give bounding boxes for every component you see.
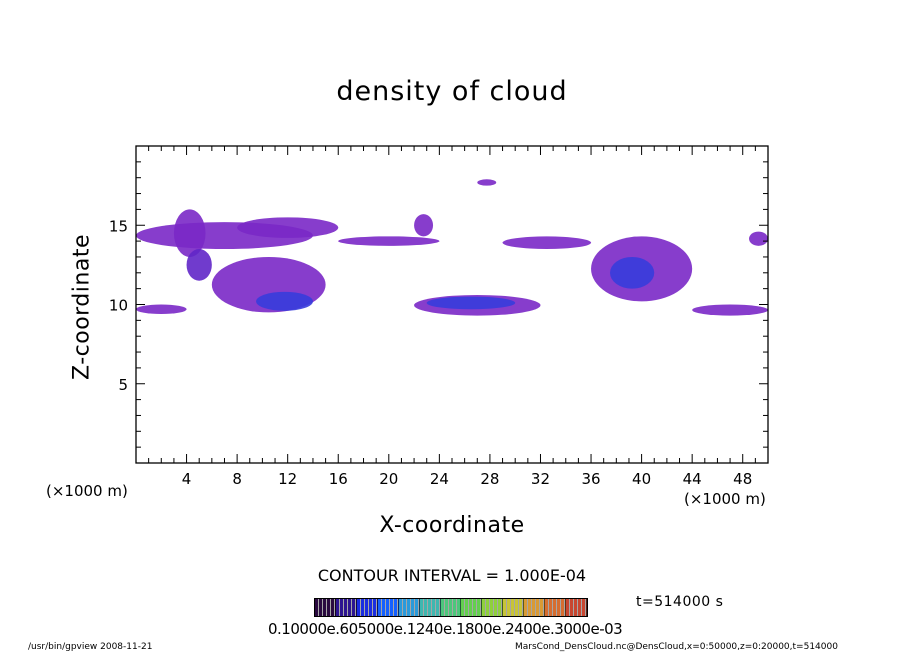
x-tick-label-8: 8: [232, 470, 242, 488]
x-tick-label-36: 36: [581, 470, 600, 488]
contour-interval-label: CONTOUR INTERVAL = 1.000E-04: [317, 566, 587, 585]
cloud-region-5: [414, 214, 434, 237]
chart-title: density of cloud: [336, 76, 568, 107]
cloud-region-3: [237, 217, 339, 238]
x-tick-label-40: 40: [632, 470, 651, 488]
x-tick-label-4: 4: [182, 470, 192, 488]
colorbar-segment-7: [461, 599, 483, 616]
colorbar-segment-6: [440, 599, 462, 616]
y-tick-label-5: 5: [118, 376, 128, 394]
cloud-region-7: [502, 236, 592, 250]
cloud-region-6: [477, 179, 497, 186]
y-tick-label-15: 15: [109, 217, 128, 235]
footer-source: MarsCond_DensCloud.nc@DensCloud,x=0:5000…: [515, 642, 838, 652]
cloud-region-12: [426, 296, 516, 310]
time-label: t=514000 s: [636, 594, 724, 610]
colorbar-segment-3: [377, 599, 399, 616]
x-unit-label-left: (×1000 m): [46, 482, 128, 500]
cloud-region-9: [256, 291, 313, 311]
footer-command: /usr/bin/gpview 2008-11-21: [28, 642, 153, 652]
cloud-region-4: [338, 236, 440, 246]
colorbar-segment-11: [545, 599, 567, 616]
colorbar-tick-labels: 0.10000e.605000e.1240e.1800e.2400e.3000e…: [268, 620, 623, 638]
x-tick-label-24: 24: [430, 470, 449, 488]
colorbar-segment-10: [524, 599, 546, 616]
x-tick-label-12: 12: [278, 470, 297, 488]
cloud-region-2: [186, 249, 212, 281]
y-axis-label: Z-coordinate: [69, 234, 95, 380]
x-tick-label-32: 32: [531, 470, 550, 488]
colorbar-segment-5: [419, 599, 441, 616]
x-tick-label-28: 28: [480, 470, 499, 488]
cloud-region-14: [610, 256, 655, 289]
colorbar-segment-12: [566, 599, 587, 616]
cloud-region-10: [136, 304, 187, 315]
colorbar-segment-9: [503, 599, 525, 616]
colorbar-segment-8: [482, 599, 504, 616]
y-tick-label-10: 10: [109, 297, 128, 315]
colorbar-segment-2: [356, 599, 378, 616]
colorbar-segment-4: [398, 599, 420, 616]
x-unit-label-right: (×1000 m): [684, 490, 766, 508]
x-axis-label: X-coordinate: [379, 513, 525, 538]
x-tick-label-20: 20: [379, 470, 398, 488]
x-tick-label-16: 16: [329, 470, 348, 488]
cloud-region-16: [749, 231, 769, 246]
cloud-density-field: [136, 179, 769, 316]
colorbar-segment-0: [315, 599, 336, 616]
colorbar-segment-1: [335, 599, 357, 616]
x-tick-label-44: 44: [683, 470, 702, 488]
cloud-region-1: [173, 209, 206, 257]
colorbar: [314, 598, 588, 617]
x-tick-label-48: 48: [733, 470, 752, 488]
cloud-region-15: [692, 304, 768, 316]
